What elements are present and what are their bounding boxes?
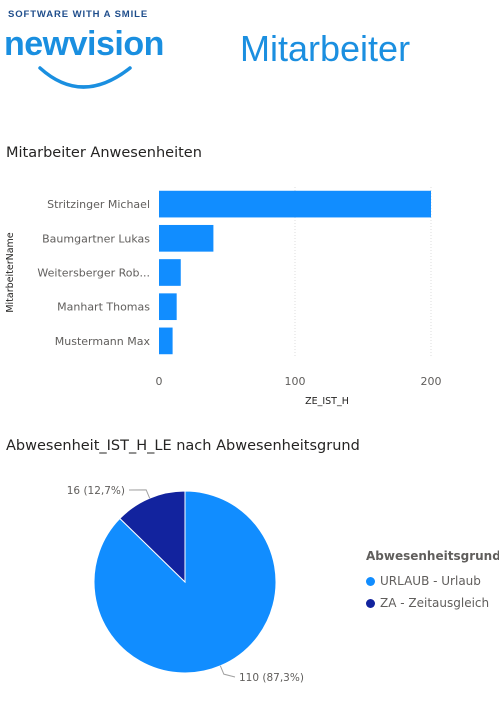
y-category-label: Manhart Thomas	[57, 301, 150, 314]
legend-item-urlaub[interactable]: URLAUB - Urlaub	[366, 570, 499, 592]
legend-dot-urlaub	[366, 576, 375, 586]
y-axis-title: MitarbeiterName	[5, 232, 16, 312]
x-tick-label: 100	[285, 375, 306, 388]
logo-smile-icon	[38, 66, 132, 89]
x-axis-title: ZE_IST_H	[305, 396, 349, 407]
legend-item-zeitausgleich[interactable]: ZA - Zeitausgleich	[366, 592, 499, 614]
y-category-label: Mustermann Max	[55, 335, 151, 348]
page-title: Mitarbeiter	[240, 28, 411, 69]
legend-dot-zeitausgleich	[366, 598, 375, 608]
bar	[159, 259, 181, 286]
pie-leader-line	[128, 489, 151, 499]
bar-chart: 0 100 200 Stritzinger Michael Baumgartner Lu…	[5, 187, 442, 407]
logo-tagline: SOFTWARE WITH A SMILE	[8, 9, 149, 20]
pie-legend: Abwesenheitsgrund URLAUB - Urlaub ZA - Z…	[366, 549, 499, 614]
x-tick-label: 200	[421, 375, 442, 388]
pie-data-label: 110 (87,3%)	[239, 672, 304, 684]
y-category-label: Stritzinger Michael	[47, 198, 150, 211]
pie-data-label: 16 (12,7%)	[67, 485, 125, 497]
logo-wordmark: newvision	[4, 25, 164, 63]
x-tick-label: 0	[156, 375, 163, 388]
y-category-label: Weitersberger Rob...	[37, 267, 150, 280]
newvision-logo: SOFTWARE WITH A SMILE newvision	[0, 0, 170, 95]
legend-label-zeitausgleich: ZA - Zeitausgleich	[380, 596, 490, 610]
bar	[159, 224, 214, 252]
bar	[159, 293, 177, 321]
bar	[159, 327, 173, 355]
y-category-label: Baumgartner Lukas	[42, 232, 150, 245]
bar	[159, 190, 431, 218]
pie-chart-title: Abwesenheit_IST_H_LE nach Abwesenheitsgr…	[6, 438, 360, 454]
legend-label-urlaub: URLAUB - Urlaub	[380, 574, 481, 588]
legend-title: Abwesenheitsgrund	[366, 549, 499, 563]
pie-leader-line	[219, 665, 236, 678]
bar-chart-title: Mitarbeiter Anwesenheiten	[6, 145, 202, 161]
